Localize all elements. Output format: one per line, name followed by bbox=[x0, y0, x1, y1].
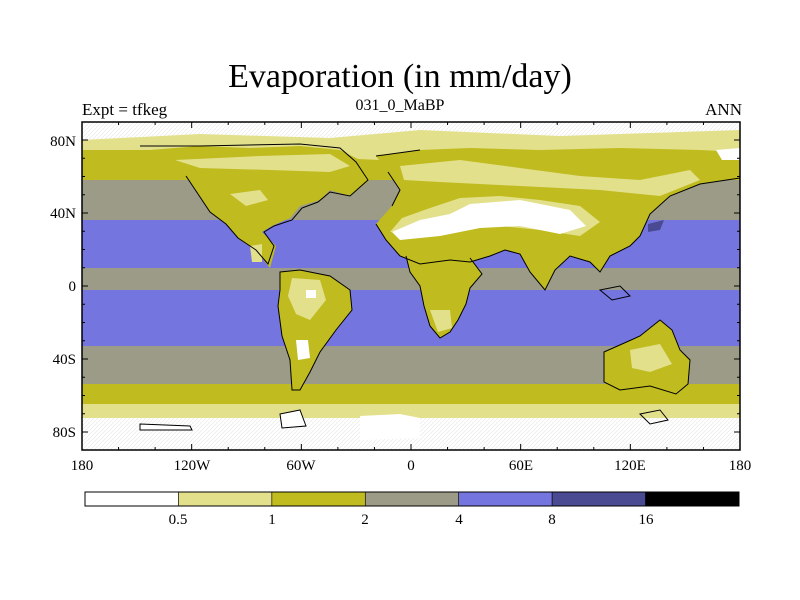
lat-label-40n: 40N bbox=[50, 206, 76, 222]
amazon-light-area bbox=[288, 278, 326, 320]
lon-label-60e: 60E bbox=[509, 458, 533, 474]
lat-label-80n: 80N bbox=[50, 134, 76, 150]
north-america-land bbox=[82, 146, 370, 268]
lon-label-180e: 180 bbox=[729, 458, 752, 474]
australia-coast bbox=[603, 319, 691, 395]
coastlines bbox=[140, 143, 740, 425]
lon-label-120w: 120W bbox=[174, 458, 212, 474]
antarctic-island-coast bbox=[638, 409, 669, 425]
andes-dry-spot bbox=[296, 340, 310, 360]
lat-label-40s: 40S bbox=[53, 352, 76, 368]
period-label: 031_0_MaBP bbox=[355, 97, 445, 114]
siberia-light-area bbox=[400, 160, 700, 196]
colorbar-label-1: 1 bbox=[268, 512, 276, 528]
arctic-dry-spot bbox=[716, 148, 740, 160]
colorbar-label-4: 4 bbox=[455, 512, 463, 528]
lat-label-80s: 80S bbox=[53, 425, 76, 441]
antarctic-peninsula bbox=[279, 409, 307, 429]
season-label: ANN bbox=[705, 100, 742, 119]
north-america-light-area bbox=[175, 154, 350, 172]
central-asia-desert bbox=[392, 200, 586, 240]
south-america-coast bbox=[277, 269, 353, 391]
north-america-coast bbox=[140, 143, 369, 265]
southern-africa-light-area bbox=[430, 310, 452, 332]
colorbar-segment-2 bbox=[271, 491, 366, 507]
lon-label-60w: 60W bbox=[286, 458, 316, 474]
colorbar-label-16: 16 bbox=[639, 512, 655, 528]
africa-land bbox=[406, 254, 482, 338]
lon-label-0: 0 bbox=[407, 458, 415, 474]
antarctic-fringe-band bbox=[82, 404, 740, 418]
colorbar-segment-3 bbox=[364, 491, 460, 507]
colorbar-label-0.5: 0.5 bbox=[169, 512, 188, 528]
map-title: Evaporation (in mm/day) bbox=[228, 58, 572, 95]
colorbar-segment-1 bbox=[178, 491, 273, 507]
north-america-dry-area bbox=[230, 190, 268, 206]
africa-coast bbox=[405, 255, 483, 339]
indonesia-coast bbox=[598, 285, 631, 301]
east-antarctic-shelf bbox=[360, 414, 420, 440]
kuroshio-high-evaporation bbox=[648, 220, 664, 232]
axis-ticks bbox=[81, 122, 741, 450]
south-subtropic-band bbox=[82, 290, 740, 346]
equatorial-band bbox=[82, 268, 740, 290]
colorbar-frame bbox=[84, 491, 740, 507]
colorbar-label-2: 2 bbox=[361, 512, 369, 528]
colorbar-segment-5 bbox=[551, 491, 646, 507]
south-america-dry-spot bbox=[306, 290, 316, 298]
antarctic-shelf-west bbox=[139, 423, 193, 431]
experiment-label: Expt = tfkeg bbox=[82, 100, 168, 119]
field-layer bbox=[82, 122, 740, 450]
lon-label-180w: 180 bbox=[71, 458, 94, 474]
lon-label-120e: 120E bbox=[614, 458, 646, 474]
lat-label-0: 0 bbox=[69, 279, 77, 295]
colorbar-label-8: 8 bbox=[548, 512, 556, 528]
colorbar bbox=[84, 491, 740, 507]
colorbar-segment-0 bbox=[84, 491, 179, 507]
colorbar-segment-6 bbox=[645, 491, 740, 507]
australia-light-area bbox=[630, 344, 672, 372]
eurasia-coast bbox=[375, 149, 740, 291]
colorbar-segment-4 bbox=[458, 491, 553, 507]
